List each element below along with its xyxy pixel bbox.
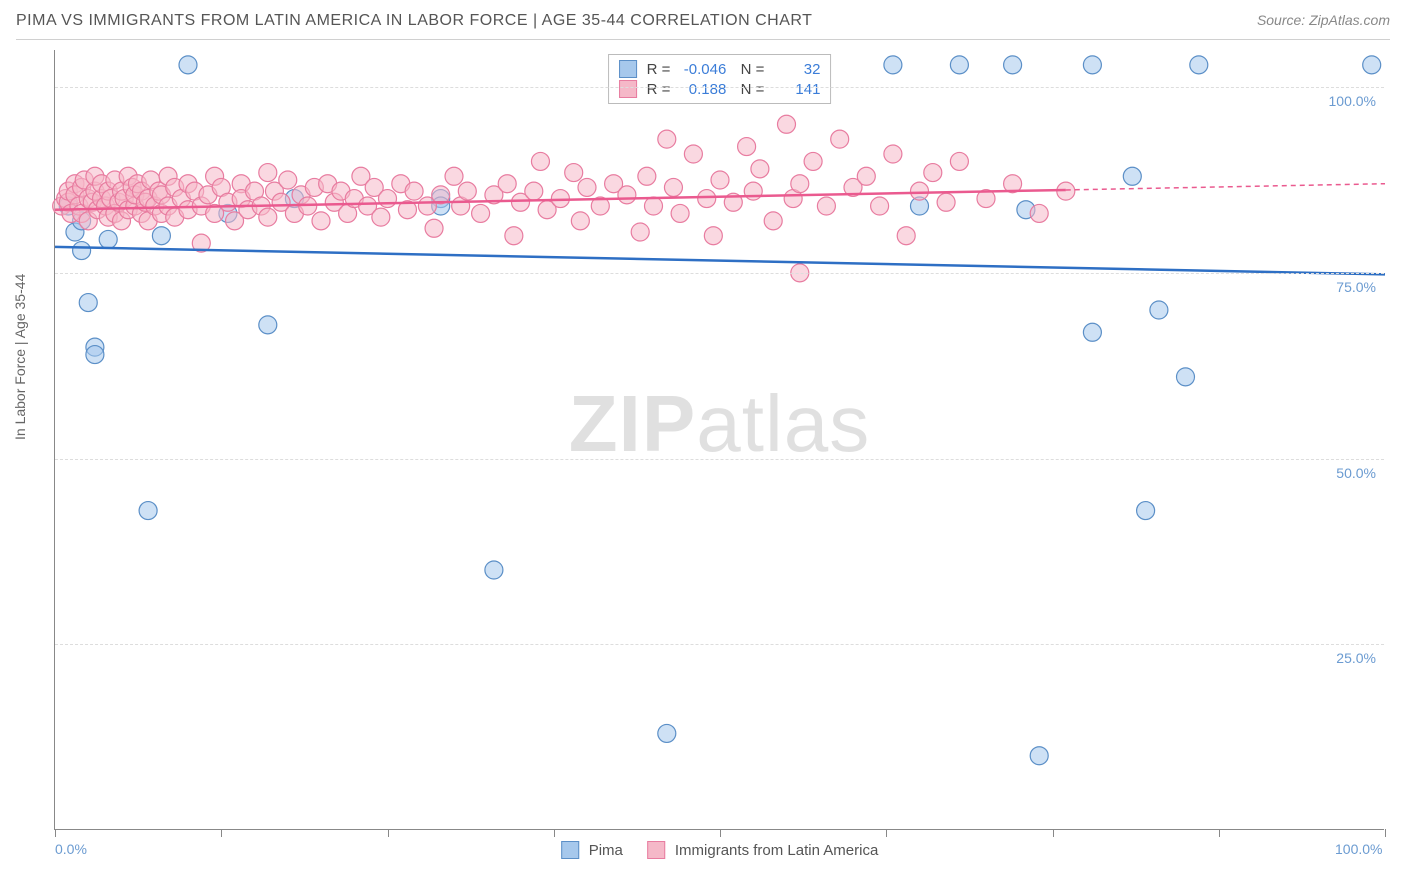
immigrants-point <box>379 190 397 208</box>
x-tick-label: 100.0% <box>1335 841 1382 857</box>
pima-trend-line <box>55 247 1385 274</box>
chart-header: PIMA VS IMMIGRANTS FROM LATIN AMERICA IN… <box>16 12 1390 40</box>
pima-point <box>86 346 104 364</box>
immigrants-point <box>259 208 277 226</box>
immigrants-point <box>631 223 649 241</box>
immigrants-point <box>937 193 955 211</box>
immigrants-point <box>924 164 942 182</box>
immigrants-point <box>578 178 596 196</box>
immigrants-point <box>744 182 762 200</box>
pima-swatch-icon <box>561 841 579 859</box>
immigrants-point <box>664 178 682 196</box>
pima-point <box>152 227 170 245</box>
pima-point <box>1137 502 1155 520</box>
immigrants-point <box>738 138 756 156</box>
pima-point <box>1083 56 1101 74</box>
immigrants-point <box>425 219 443 237</box>
pima-point <box>485 561 503 579</box>
y-tick-label: 75.0% <box>1336 279 1376 295</box>
immigrants-point <box>698 190 716 208</box>
immigrants-point <box>804 152 822 170</box>
pima-point <box>79 294 97 312</box>
immigrants-point <box>857 167 875 185</box>
immigrants-trend-line-dashed <box>1066 184 1385 190</box>
pima-point <box>99 230 117 248</box>
immigrants-point <box>791 175 809 193</box>
y-axis-label: In Labor Force | Age 35-44 <box>12 274 28 440</box>
immigrants-point <box>279 171 297 189</box>
immigrants-point <box>505 227 523 245</box>
immigrants-point <box>259 164 277 182</box>
scatter-plot-svg <box>55 50 1384 829</box>
pima-point <box>1177 368 1195 386</box>
pima-point <box>1123 167 1141 185</box>
legend-stats-row-pima: R = -0.046 N = 32 <box>619 59 821 79</box>
immigrants-point <box>1030 204 1048 222</box>
pima-point <box>1190 56 1208 74</box>
chart-plot-area: ZIPatlas R = -0.046 N = 32 R = 0.188 N =… <box>54 50 1384 830</box>
immigrants-point <box>911 182 929 200</box>
immigrants-point <box>405 182 423 200</box>
pima-point <box>1150 301 1168 319</box>
immigrants-swatch-icon <box>647 841 665 859</box>
pima-point <box>1004 56 1022 74</box>
immigrants-point <box>658 130 676 148</box>
immigrants-point <box>458 182 476 200</box>
immigrants-point <box>531 152 549 170</box>
legend-item-immigrants: Immigrants from Latin America <box>647 841 878 859</box>
y-tick-label: 100.0% <box>1329 93 1376 109</box>
immigrants-point <box>525 182 543 200</box>
legend-stats-box: R = -0.046 N = 32 R = 0.188 N = 141 <box>608 54 832 104</box>
immigrants-point <box>645 197 663 215</box>
immigrants-point <box>571 212 589 230</box>
pima-swatch-icon <box>619 60 637 78</box>
pima-point <box>1030 747 1048 765</box>
immigrants-point <box>897 227 915 245</box>
y-tick-label: 50.0% <box>1336 465 1376 481</box>
pima-point <box>1083 323 1101 341</box>
immigrants-point <box>778 115 796 133</box>
pima-point <box>884 56 902 74</box>
pima-point <box>658 724 676 742</box>
immigrants-point <box>472 204 490 222</box>
immigrants-point <box>831 130 849 148</box>
immigrants-point <box>704 227 722 245</box>
immigrants-point <box>372 208 390 226</box>
immigrants-point <box>871 197 889 215</box>
y-tick-label: 25.0% <box>1336 650 1376 666</box>
pima-point <box>73 242 91 260</box>
immigrants-point <box>817 197 835 215</box>
x-tick-label: 0.0% <box>55 841 87 857</box>
immigrants-point <box>684 145 702 163</box>
immigrants-point <box>498 175 516 193</box>
immigrants-point <box>751 160 769 178</box>
immigrants-point <box>618 186 636 204</box>
legend-stats-row-immigrants: R = 0.188 N = 141 <box>619 79 821 99</box>
immigrants-point <box>638 167 656 185</box>
immigrants-point <box>312 212 330 230</box>
immigrants-point <box>711 171 729 189</box>
immigrants-point <box>950 152 968 170</box>
immigrants-point <box>884 145 902 163</box>
pima-point <box>179 56 197 74</box>
chart-title: PIMA VS IMMIGRANTS FROM LATIN AMERICA IN… <box>16 12 812 29</box>
immigrants-point <box>671 204 689 222</box>
immigrants-point <box>764 212 782 230</box>
pima-point <box>259 316 277 334</box>
immigrants-point <box>565 164 583 182</box>
pima-point <box>139 502 157 520</box>
source-label: Source: ZipAtlas.com <box>1257 12 1390 28</box>
bottom-legend: Pima Immigrants from Latin America <box>561 841 879 859</box>
pima-point <box>1363 56 1381 74</box>
immigrants-point <box>445 167 463 185</box>
pima-point <box>950 56 968 74</box>
immigrants-swatch-icon <box>619 80 637 98</box>
legend-item-pima: Pima <box>561 841 623 859</box>
